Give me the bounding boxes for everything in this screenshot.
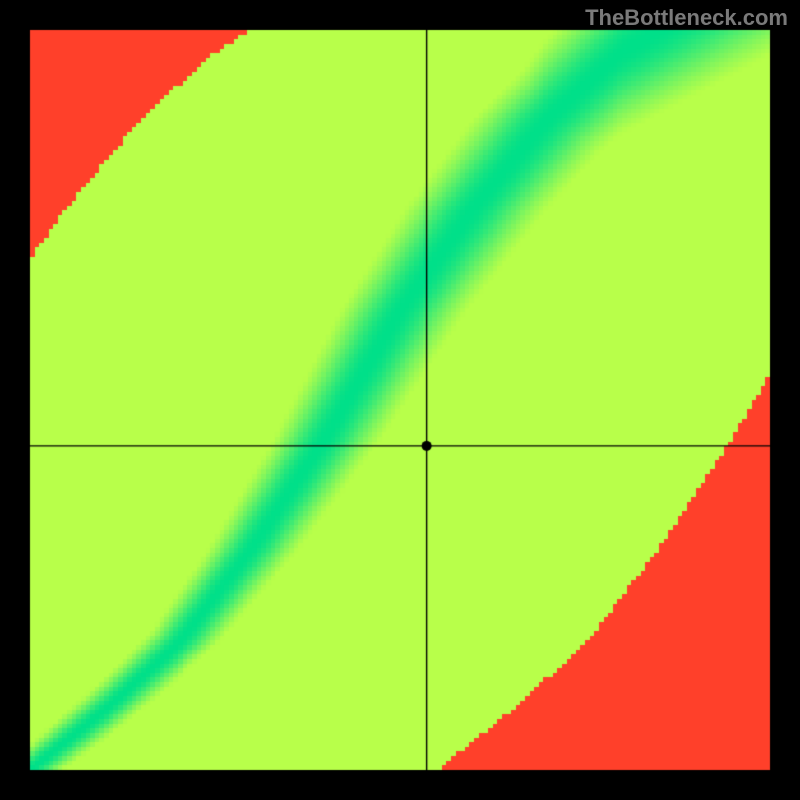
watermark-text: TheBottleneck.com bbox=[585, 5, 788, 31]
heatmap-canvas bbox=[0, 0, 800, 800]
chart-container: TheBottleneck.com bbox=[0, 0, 800, 800]
